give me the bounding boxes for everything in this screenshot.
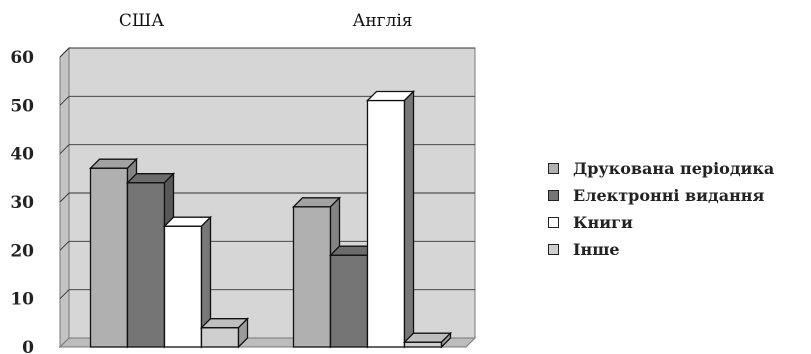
legend-swatch — [548, 190, 559, 201]
category-label: США — [119, 11, 164, 31]
bar-front — [126, 182, 166, 348]
y-tick-label: 30 — [10, 193, 34, 213]
bar-side — [237, 317, 249, 349]
bar-front — [329, 254, 369, 348]
legend-swatch — [548, 217, 559, 228]
bar-front — [89, 167, 129, 348]
bar-front — [292, 206, 332, 348]
legend-item: Книги — [548, 209, 774, 236]
bar-side — [440, 331, 452, 349]
grid-line-side — [59, 241, 70, 251]
y-axis: 0 10 20 30 40 50 60 — [10, 48, 34, 354]
y-tick-label: 60 — [10, 48, 34, 68]
bar — [365, 89, 416, 349]
y-tick-label: 0 — [22, 338, 34, 354]
bar-front — [366, 99, 406, 348]
bar — [199, 317, 250, 349]
legend-swatch — [548, 163, 559, 174]
category-label: Англія — [352, 11, 412, 31]
grid-line-side — [59, 47, 70, 58]
legend-item: Електронні видання — [548, 182, 774, 209]
bar-front — [163, 225, 203, 348]
legend-swatch — [548, 244, 559, 255]
bar — [402, 331, 453, 349]
legend-label: Друкована періодика — [573, 159, 775, 178]
category-labels: США Англія — [119, 11, 413, 31]
y-tick-label: 10 — [10, 290, 34, 310]
y-tick-label: 40 — [10, 145, 34, 165]
y-tick-label: 50 — [10, 96, 34, 116]
grid-line-side — [59, 289, 70, 299]
legend-label: Електронні видання — [573, 186, 765, 205]
bar-side — [403, 89, 415, 349]
grid-line-side — [59, 144, 70, 154]
legend-item: Інше — [548, 236, 774, 263]
bars — [88, 89, 453, 349]
legend-item: Друкована періодика — [548, 155, 774, 182]
bar-front — [200, 327, 240, 348]
legend-label: Інше — [573, 240, 620, 259]
bar-front — [403, 341, 443, 348]
grid-line-side — [59, 192, 70, 203]
legend: Друкована періодика Електронні видання Кни… — [548, 155, 774, 263]
legend-label: Книги — [573, 213, 633, 232]
y-tick-label: 20 — [10, 241, 34, 261]
grid-line-side — [59, 96, 70, 106]
